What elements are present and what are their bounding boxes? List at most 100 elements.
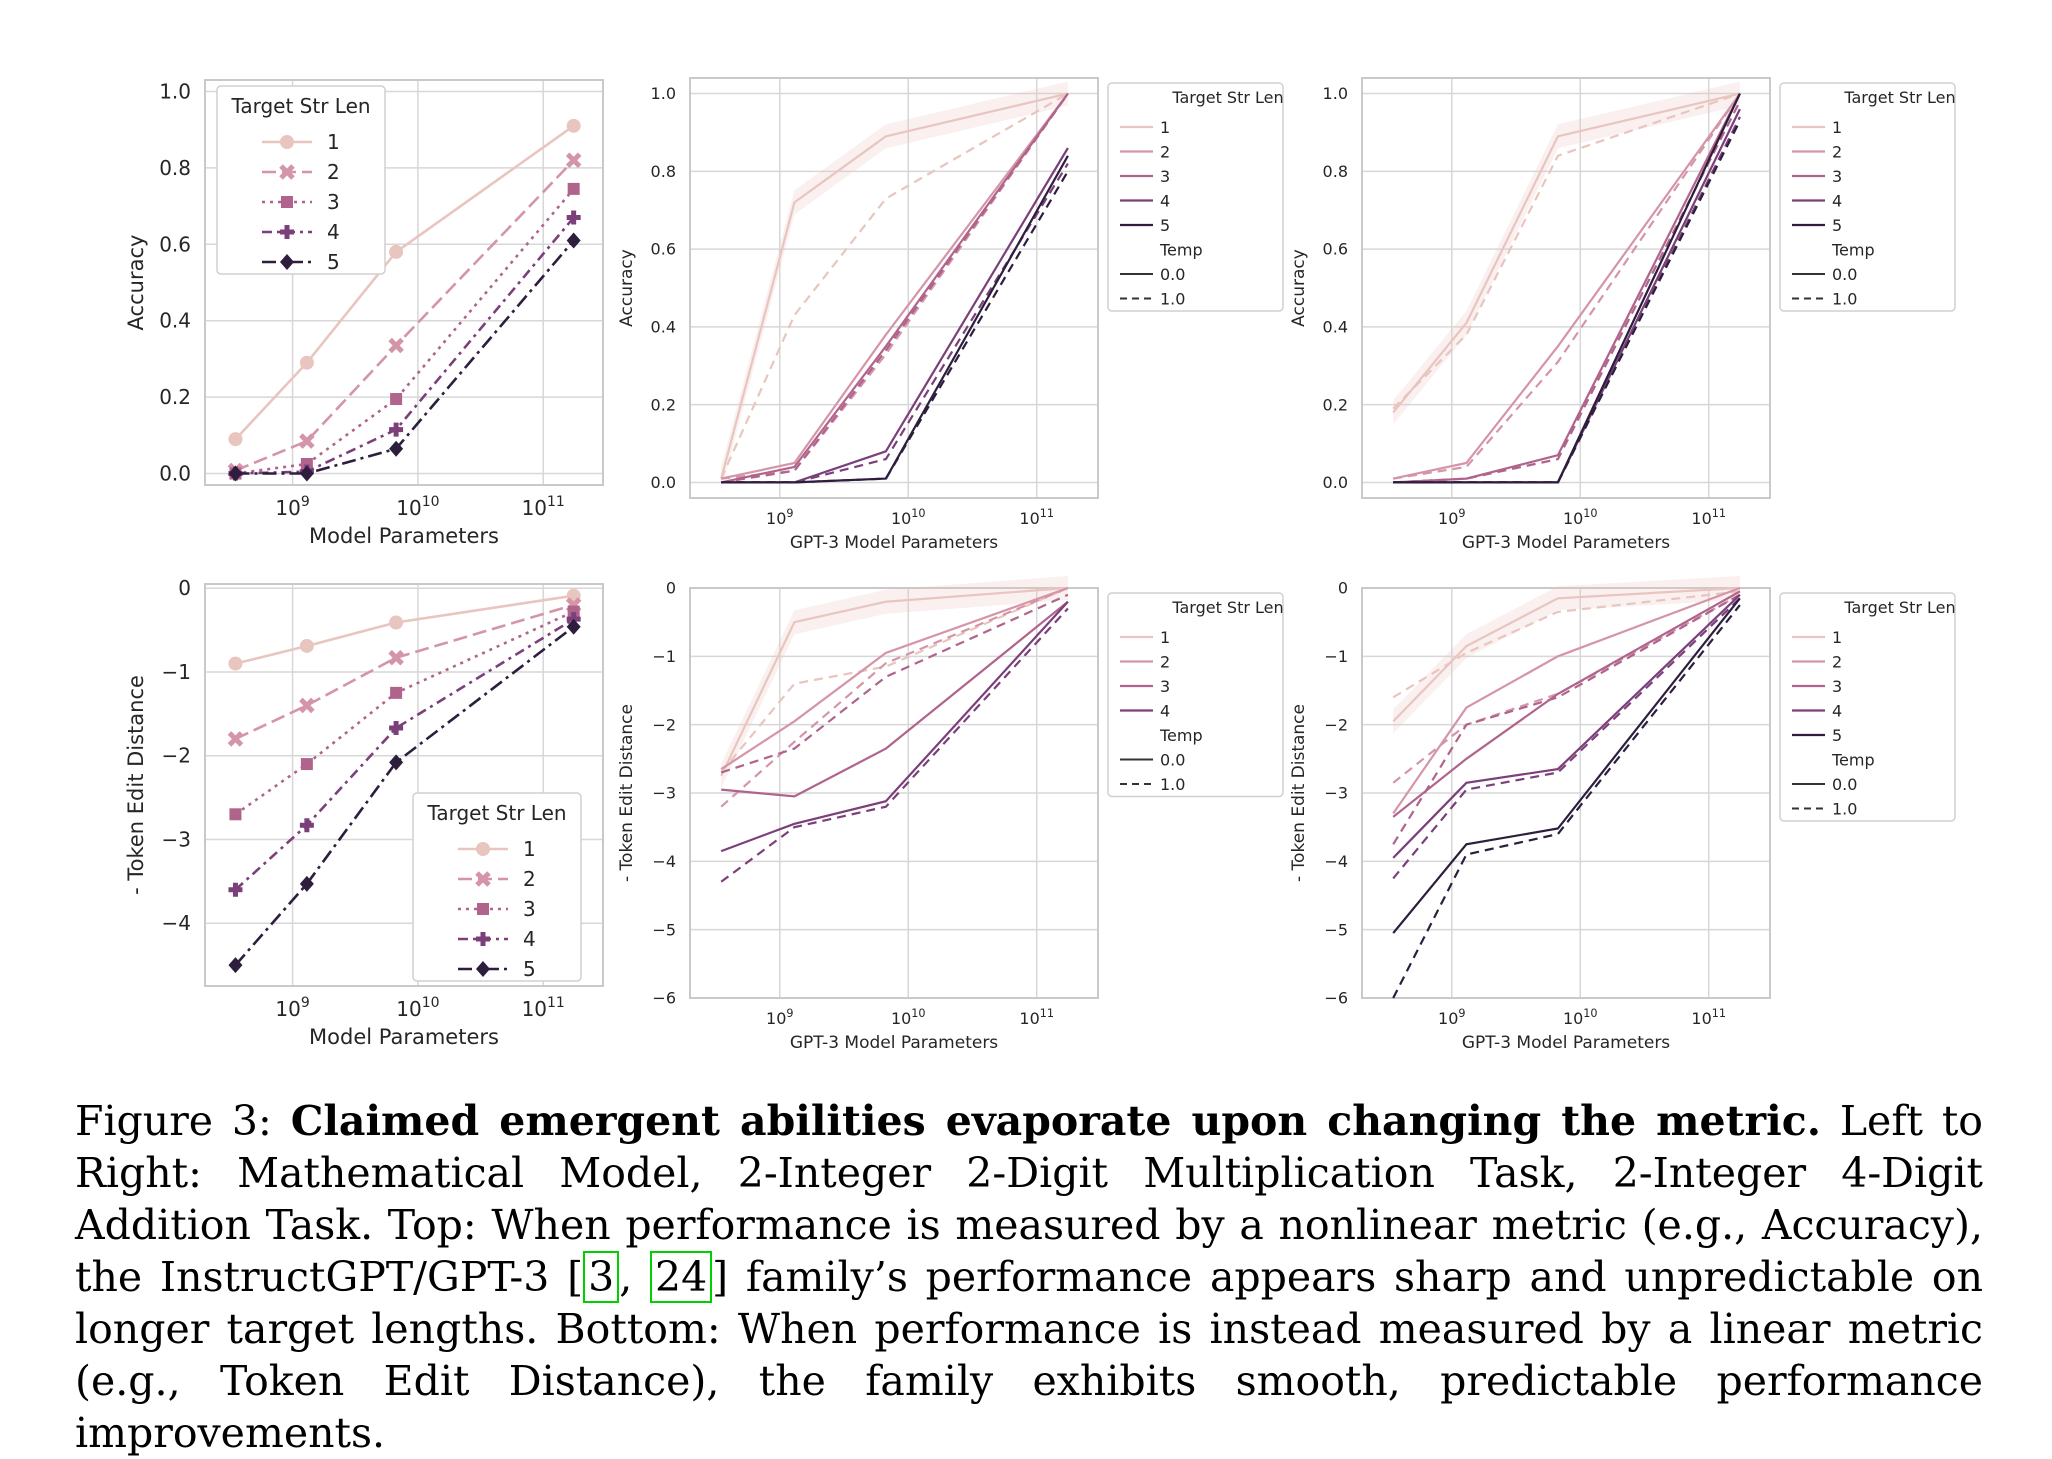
- legend-title: Target Str Len: [1843, 598, 1955, 617]
- legend-label-4: 4: [327, 220, 340, 244]
- y-tick-label: −5: [652, 920, 676, 939]
- legend-temp-label: 1.0: [1160, 290, 1185, 309]
- data-point-5: [566, 618, 581, 635]
- legend-marker-1: [280, 135, 294, 149]
- legend-label-5: 5: [327, 250, 340, 274]
- x-axis-label: Model Parameters: [309, 1025, 499, 1049]
- x-tick-label: 1011: [1019, 1007, 1054, 1028]
- legend-temp-label: 0.0: [1160, 265, 1185, 284]
- series-line-3-temp-0.0: [1392, 590, 1741, 818]
- x-axis-label: GPT-3 Model Parameters: [1462, 533, 1670, 553]
- x-axis-label: GPT-3 Model Parameters: [790, 533, 998, 553]
- series-line-5-temp-1.0: [1393, 120, 1741, 484]
- series-line-5: [235, 239, 575, 475]
- citation-link-24[interactable]: 24: [650, 1251, 713, 1303]
- series-line-3-temp-0.0: [720, 92, 1069, 484]
- legend-label-1: 1: [1160, 118, 1170, 137]
- series-line-4-temp-0.0: [720, 600, 1069, 853]
- series-line-4-temp-1.0: [1392, 597, 1741, 880]
- legend-label-4: 4: [1160, 702, 1170, 721]
- series-line-5-temp-0.0: [1392, 597, 1741, 934]
- data-point-1: [299, 355, 314, 370]
- data-point-5: [389, 440, 404, 457]
- y-axis-label: - Token Edit Distance: [1289, 704, 1309, 882]
- y-tick-label: −2: [1324, 715, 1348, 734]
- y-axis-label: Accuracy: [617, 249, 637, 327]
- x-tick-label: 109: [766, 507, 793, 528]
- series-line-3-temp-1.0: [1393, 100, 1741, 484]
- series-line-3-temp-1.0: [721, 92, 1069, 484]
- series-line-3-temp-1.0: [720, 593, 1069, 774]
- series-line-1-temp-0.0: [720, 586, 1068, 777]
- chart-top-math: 109 1010 1011 1.0 0.8 0.6 0.4 0.2 0.0 Model Param…: [124, 79, 604, 548]
- citation-link-3[interactable]: 3: [583, 1251, 620, 1303]
- data-point-5: [228, 957, 243, 974]
- series-line-5-temp-1.0: [1392, 604, 1741, 999]
- legend-label-2: 2: [523, 867, 536, 891]
- series-line-2-temp-0.0: [720, 92, 1069, 480]
- y-tick-label: −1: [1324, 647, 1348, 666]
- series-line-4-temp-0.0: [721, 147, 1069, 484]
- legend-label-1: 1: [523, 837, 536, 861]
- legend-label-4: 4: [1160, 192, 1170, 211]
- series-line-4-temp-1.0: [720, 607, 1069, 883]
- data-point-4: [228, 882, 243, 897]
- confidence-band-1: [1393, 576, 1740, 734]
- data-point-1: [299, 638, 314, 653]
- x-tick-label: 1011: [522, 995, 565, 1021]
- legend-marker-4: [476, 932, 490, 946]
- legend-box: [1779, 82, 1956, 312]
- y-tick-label: −3: [162, 827, 191, 851]
- y-tick-label: 0.0: [1323, 473, 1348, 492]
- y-tick-label: −4: [1324, 852, 1348, 871]
- y-tick-label: 0: [1338, 579, 1348, 598]
- y-tick-label: −2: [652, 715, 676, 734]
- data-point-1: [566, 118, 581, 133]
- data-point-1: [228, 432, 243, 447]
- y-tick-label: 0.6: [651, 240, 676, 259]
- y-tick-label: 0: [666, 579, 676, 598]
- data-point-2: [299, 433, 315, 449]
- legend-box: [1107, 82, 1284, 312]
- plot-frame: [1361, 77, 1771, 499]
- data-point-4: [566, 210, 581, 225]
- y-tick-label: 0.8: [651, 162, 676, 181]
- chart-top-mult: 109 1010 1011 1.0 0.8 0.6 0.4 0.2 0.0 GPT-3 Model…: [617, 77, 1284, 553]
- legend-label-5: 5: [1832, 726, 1842, 745]
- series-line-1-temp-1.0: [720, 586, 1069, 774]
- legend-label-3: 3: [1160, 167, 1170, 186]
- y-tick-label: −6: [652, 989, 676, 1008]
- data-point-2: [388, 337, 404, 354]
- legend-title: Target Str Len: [1171, 88, 1283, 107]
- legend-marker-5: [280, 254, 294, 270]
- legend-label-4: 4: [1832, 192, 1842, 211]
- chart-bottom-math: 109 1010 1011 0 −1 −2 −3 −4 Model Parameters - To…: [124, 576, 604, 1049]
- series-line-5-temp-0.0: [721, 155, 1069, 484]
- legend-label-3: 3: [1832, 677, 1842, 696]
- y-tick-label: 0.8: [1323, 162, 1348, 181]
- legend-label-5: 5: [1832, 216, 1842, 235]
- legend-box: [1779, 592, 1956, 822]
- legend-temp-label: 0.0: [1832, 775, 1857, 794]
- y-axis-label: Accuracy: [124, 235, 148, 331]
- legend-marker-4: [280, 225, 294, 239]
- legend-label-5: 5: [1160, 216, 1170, 235]
- legend-temp-title: Temp: [1159, 241, 1203, 260]
- data-point-3: [390, 686, 403, 699]
- caption-label: Figure 3:: [75, 1097, 291, 1145]
- confidence-band-1: [721, 576, 1068, 788]
- series-line-5-temp-1.0: [721, 170, 1069, 484]
- data-point-2: [388, 649, 404, 666]
- y-tick-label: 0.0: [159, 462, 191, 486]
- legend-label-2: 2: [327, 160, 340, 184]
- series-line-3: [234, 610, 575, 816]
- series-line-4: [235, 216, 575, 475]
- legend-box: [412, 792, 582, 982]
- data-point-4: [389, 422, 404, 437]
- legend-temp-title: Temp: [1831, 751, 1875, 770]
- legend-temp-label: 0.0: [1832, 265, 1857, 284]
- legend-title: Target Str Len: [1171, 598, 1283, 617]
- chart-top-add: 109 1010 1011 1.0 0.8 0.6 0.4 0.2 0.0 GPT-3 Model…: [1289, 77, 1956, 553]
